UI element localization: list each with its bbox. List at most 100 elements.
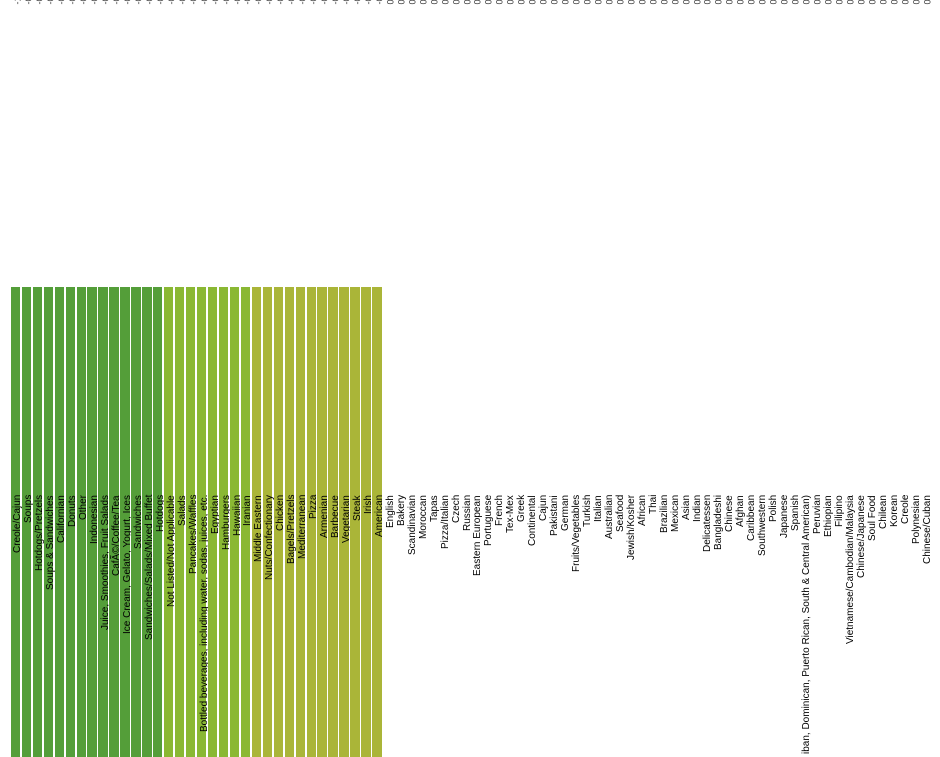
category-label: Brazilian (660, 495, 670, 533)
bar-value-label: 0.179 (605, 0, 614, 5)
bar-chart: -1.150Creole/Cajun-0.864Soups-0.818Hotdo… (0, 0, 940, 757)
category-label: Greek (517, 495, 527, 522)
category-label: Tapas (430, 495, 440, 522)
bar-value-label: -0.328 (156, 0, 165, 5)
bar-value-label: -0.217 (222, 0, 231, 5)
bar-value-label: -0.009 (364, 0, 373, 5)
category-label: Bakery (397, 495, 407, 526)
category-label: Continental (528, 495, 538, 546)
bar (307, 287, 316, 757)
bar-value-label: -0.328 (145, 0, 154, 5)
category-label: Scandinavian (408, 495, 418, 555)
bar-value-label: 0.581 (868, 0, 877, 5)
category-label: iban, Dominican, Puerto Rican, South & C… (802, 495, 812, 754)
bar-value-label: 0.631 (890, 0, 899, 5)
category-label: Turkish (583, 495, 593, 527)
bar-value-label: 0.252 (726, 0, 735, 5)
bar-value-label: 0.220 (671, 0, 680, 5)
bar-value-label: 0.709 (912, 0, 921, 5)
bar-value-label: -0.019 (332, 0, 341, 5)
bar-value-label: -0.532 (69, 0, 78, 5)
bar-value-label: -0.010 (354, 0, 363, 5)
bar-value-label: 0.288 (770, 0, 779, 5)
bar-value-label: 0.298 (781, 0, 790, 5)
bar-value-label: -0.818 (36, 0, 45, 5)
bar-value-label: -0.488 (102, 0, 111, 5)
category-label: Portuguese (484, 495, 494, 546)
bar (361, 287, 370, 757)
bar-value-label: 0.088 (452, 0, 461, 5)
bar-value-label: -0.080 (288, 0, 297, 5)
category-label: American (375, 495, 385, 537)
bar-value-label: 0.112 (496, 0, 505, 5)
bar-value-label: 0.180 (616, 0, 625, 5)
category-label: Spanish (791, 495, 801, 531)
category-label: Eastern European (473, 495, 483, 576)
bar-value-label: 0.137 (540, 0, 549, 5)
category-label: Pizza/Italian (441, 495, 451, 549)
bar-value-label: 0.469 (835, 0, 844, 5)
bar-value-label: 0.092 (463, 0, 472, 5)
category-label: Ethiopian (824, 495, 834, 537)
bar-value-label: 0.196 (627, 0, 636, 5)
category-label: Chilean (879, 495, 889, 529)
bar-value-label: 0.323 (792, 0, 801, 5)
bar-value-label: -0.294 (167, 0, 176, 5)
category-label: Korean (890, 495, 900, 527)
bar-value-label: 0.239 (715, 0, 724, 5)
bar-value-label: 0.152 (562, 0, 571, 5)
bar-value-label: -0.051 (299, 0, 308, 5)
bar-value-label: 0.115 (507, 0, 516, 5)
bar (350, 287, 359, 757)
bar-value-label: -0.015 (343, 0, 352, 5)
bar-value-label: 0.033 (419, 0, 428, 5)
bar-value-label: -0.507 (91, 0, 100, 5)
category-label: Moroccan (419, 495, 429, 539)
bar-value-label: -0.450 (124, 0, 133, 5)
category-label: Czech (452, 495, 462, 523)
bar (77, 287, 86, 757)
bar-value-label: 0.709 (923, 0, 932, 5)
category-label: German (561, 495, 571, 531)
bar-value-label: 0.098 (474, 0, 483, 5)
category-label: Vietnamese/Cambodian/Malaysia (846, 495, 856, 644)
bar-value-label: 0.197 (638, 0, 647, 5)
bar-value-label: -0.091 (255, 0, 264, 5)
bar-value-label: -0.425 (134, 0, 143, 5)
bar-value-label: -0.515 (80, 0, 89, 5)
category-label: Jewish/Kosher (627, 495, 637, 560)
bar-value-label: 0.204 (649, 0, 658, 5)
category-label: Tex-Mex (506, 495, 516, 533)
bar-value-label: 0.220 (682, 0, 691, 5)
bar-value-label: 0.159 (584, 0, 593, 5)
bar-value-label: 0.631 (879, 0, 888, 5)
bar-value-label: 0.341 (814, 0, 823, 5)
bar-value-label: 0.683 (901, 0, 910, 5)
category-label: Mexican (671, 495, 681, 532)
bar-value-label: 0.116 (518, 0, 527, 5)
bar-value-label: -0.864 (25, 0, 34, 5)
category-label: Afghan (736, 495, 746, 527)
bar-value-label: 0.020 (397, 0, 406, 5)
category-label: Peruvian (813, 495, 823, 534)
category-label: Polish (769, 495, 779, 522)
bar-value-label: -0.629 (47, 0, 56, 5)
bar-value-label: 0.024 (408, 0, 417, 5)
bar-value-label: -0.005 (375, 0, 384, 5)
bar-value-label: 0.581 (857, 0, 866, 5)
bar-value-label: 0.068 (430, 0, 439, 5)
bar-value-label: 0.220 (660, 0, 669, 5)
bar-value-label: -0.029 (321, 0, 330, 5)
bar-value-label: -0.096 (266, 0, 275, 5)
category-label: Japanese (780, 495, 790, 538)
category-label: Italian (594, 495, 604, 522)
category-label: French (495, 495, 505, 526)
bar-value-label: -0.261 (200, 0, 209, 5)
category-label: Chinese/Cuban (923, 495, 933, 564)
bar-value-label: 0.227 (693, 0, 702, 5)
category-label: English (386, 495, 396, 528)
bar-value-label: 0.440 (824, 0, 833, 5)
category-label: Chinese (725, 495, 735, 532)
category-label: Polynesian (912, 495, 922, 544)
bar-value-label: 0.157 (573, 0, 582, 5)
